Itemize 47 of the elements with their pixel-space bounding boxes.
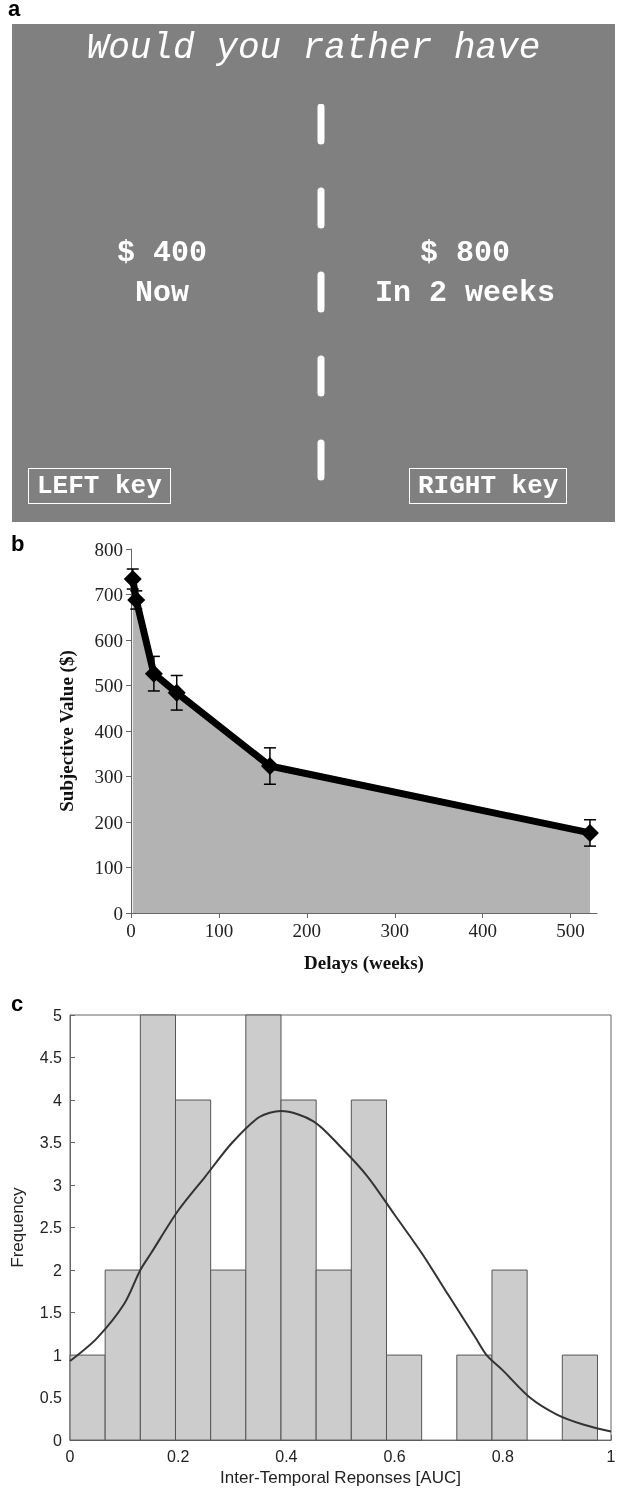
y-tick-label: 300: [94, 766, 123, 787]
y-tick-label: 0: [113, 902, 123, 924]
y-tick-label: 2: [53, 1261, 63, 1279]
x-tick-label: 0: [126, 920, 136, 941]
y-tick-label: 1.5: [39, 1304, 63, 1322]
x-tick-label: 200: [292, 920, 322, 941]
y-axis-title: Frequency: [8, 1186, 27, 1268]
text: RIGHT key: [409, 468, 568, 504]
x-tick-label: 400: [468, 920, 497, 941]
x-tick-label: 0.8: [491, 1447, 515, 1465]
x-tick-label: 500: [556, 920, 585, 941]
y-tick-label: 1: [53, 1346, 63, 1364]
x-tick-label: 1: [606, 1447, 616, 1465]
chart-title: c: [11, 990, 24, 1016]
y-tick-label: 2.5: [39, 1219, 63, 1237]
x-tick-label: 0.4: [275, 1447, 298, 1465]
y-tick-label: 400: [94, 720, 123, 742]
y-tick-label: 500: [94, 675, 123, 696]
x-axis-title: Delays (weeks): [304, 952, 424, 974]
y-tick-label: 200: [94, 811, 123, 833]
y-tick-label: 0: [53, 1431, 63, 1449]
chart-title: b: [11, 530, 25, 556]
y-tick-label: 700: [94, 584, 123, 605]
y-tick-label: 4.5: [39, 1049, 63, 1067]
y-tick-label: 5: [53, 1006, 63, 1024]
y-tick-label: 4: [53, 1091, 63, 1109]
x-axis-title: Inter-Temporal Reponses [AUC]: [220, 1468, 461, 1487]
text: Now: [134, 276, 190, 310]
text: a: [8, 0, 21, 22]
x-tick-label: 0.6: [383, 1447, 406, 1465]
text: Would you rather have: [85, 28, 542, 69]
x-tick-label: 300: [380, 920, 410, 941]
y-axis-title: Subjective Value ($): [56, 650, 78, 812]
text: In 2 weeks: [374, 276, 556, 310]
y-tick-label: 100: [94, 857, 123, 878]
y-tick-label: 0.5: [39, 1389, 63, 1407]
text: $ 400: [116, 236, 208, 270]
text: LEFT key: [28, 468, 171, 504]
y-tick-label: 600: [94, 629, 123, 651]
y-tick-label: 3.5: [39, 1134, 63, 1152]
x-tick-label: 0.2: [167, 1447, 190, 1465]
y-tick-label: 800: [94, 538, 123, 560]
text: $ 800: [419, 236, 511, 270]
x-tick-label: 0: [65, 1447, 75, 1465]
line-series: [69, 1110, 612, 1433]
y-tick-label: 3: [53, 1176, 63, 1194]
x-tick-label: 100: [204, 920, 234, 941]
